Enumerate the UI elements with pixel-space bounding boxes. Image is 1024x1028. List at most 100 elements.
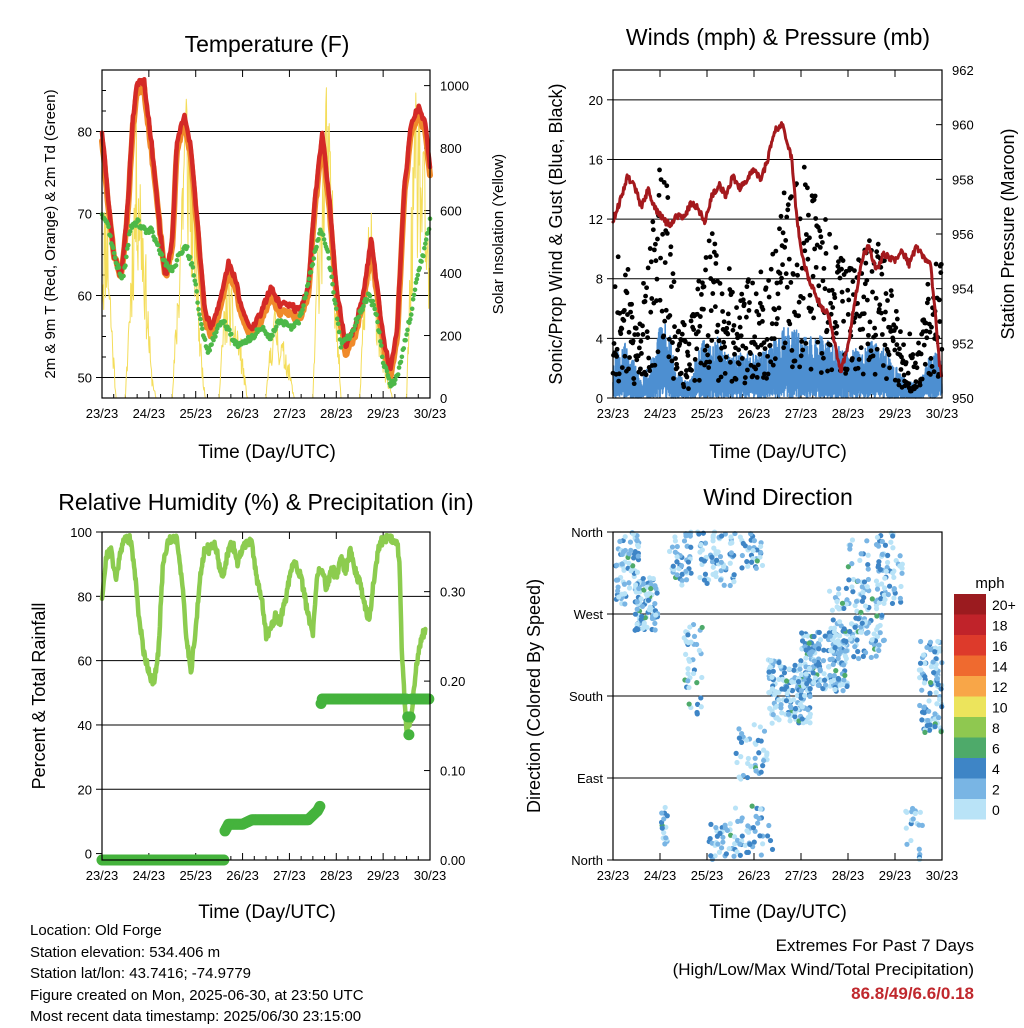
dewpoint-point (196, 306, 201, 312)
gust-point (777, 226, 782, 232)
y2-tick-label: 1000 (440, 79, 469, 94)
gust-point (822, 286, 828, 292)
gust-point (928, 372, 933, 377)
precip-point (423, 693, 435, 705)
direction-point (916, 846, 922, 852)
dewpoint-point (159, 252, 165, 258)
gust-point (839, 266, 844, 272)
direction-point (904, 841, 910, 847)
dewpoint-point (303, 291, 309, 296)
legend-label: 4 (992, 761, 1000, 777)
direction-point (881, 585, 888, 591)
dewpoint-point (108, 233, 113, 239)
direction-point (749, 803, 755, 809)
gust-point (686, 341, 692, 347)
direction-point (742, 842, 748, 848)
dewpoint-point (384, 368, 390, 374)
gust-point (845, 287, 851, 293)
direction-point (890, 570, 896, 576)
gust-point (781, 345, 787, 351)
gust-point (720, 309, 726, 314)
direction-point (690, 621, 697, 628)
direction-point (779, 710, 785, 716)
dewpoint-point (333, 306, 339, 311)
gust-point (929, 364, 935, 369)
direction-point (738, 739, 745, 745)
direction-point (659, 825, 665, 831)
gust-point (738, 333, 744, 339)
gust-point (631, 381, 637, 387)
direction-point (829, 607, 836, 613)
direction-point (764, 833, 771, 839)
direction-point (851, 654, 857, 660)
gust-point (890, 338, 896, 344)
gust-point (696, 377, 702, 383)
direction-point (685, 666, 691, 672)
y2-tick-label: 800 (440, 141, 462, 156)
direction-point (878, 596, 884, 602)
direction-point (698, 542, 704, 548)
direction-point (837, 633, 843, 639)
gust-point (804, 185, 810, 191)
gust-point (778, 279, 783, 285)
direction-point (696, 531, 702, 537)
direction-point (831, 629, 838, 635)
x-tick-label: 28/23 (832, 868, 865, 883)
gust-point (868, 348, 874, 354)
gust-point (733, 376, 739, 382)
direction-point (841, 677, 847, 683)
direction-point (821, 647, 827, 653)
gust-point (861, 294, 867, 300)
gust-point (704, 343, 710, 349)
gust-point (808, 366, 814, 372)
gust-point (702, 347, 708, 353)
direction-point (698, 695, 704, 701)
y-tick-label: West (574, 607, 604, 622)
gust-point (894, 342, 900, 348)
direction-point (621, 549, 627, 555)
direction-point (925, 717, 931, 724)
gust-point (923, 328, 929, 334)
direction-point (807, 720, 813, 726)
extremes-values: 86.8/49/6.6/0.18 (851, 984, 974, 1003)
direction-point (736, 774, 742, 780)
direction-point (679, 582, 685, 588)
x-tick-label: 25/23 (691, 868, 724, 883)
gust-point (829, 367, 835, 373)
direction-point (666, 548, 673, 554)
direction-point (783, 698, 790, 704)
direction-point (767, 837, 774, 844)
gust-point (797, 216, 803, 222)
direction-point (879, 538, 885, 545)
direction-point (807, 714, 813, 720)
y-tick-label: 100 (70, 525, 92, 540)
direction-point (836, 586, 842, 592)
direction-point (699, 674, 705, 681)
direction-point (836, 606, 842, 612)
direction-point (752, 755, 758, 761)
gust-point (901, 372, 907, 378)
direction-point (739, 731, 745, 737)
direction-point (749, 559, 755, 565)
direction-point (821, 671, 827, 677)
direction-point (704, 580, 710, 587)
direction-point (737, 841, 743, 847)
direction-point (646, 590, 652, 597)
gust-point (768, 266, 774, 272)
legend-swatch (954, 614, 986, 635)
direction-point (720, 564, 727, 570)
legend-swatch (954, 737, 986, 758)
gust-point (812, 246, 818, 252)
precip-point (403, 729, 415, 741)
direction-point (711, 545, 717, 551)
gust-point (824, 327, 830, 333)
gust-point (830, 305, 836, 310)
dewpoint-point (356, 314, 362, 320)
winds-x-axis-label: Time (Day/UTC) (709, 442, 847, 463)
direction-point (683, 651, 689, 658)
direction-point (803, 655, 809, 661)
dewpoint-point (184, 244, 190, 250)
direction-point (709, 840, 715, 846)
y-tick-label: 60 (78, 654, 92, 669)
gust-point (630, 338, 636, 344)
